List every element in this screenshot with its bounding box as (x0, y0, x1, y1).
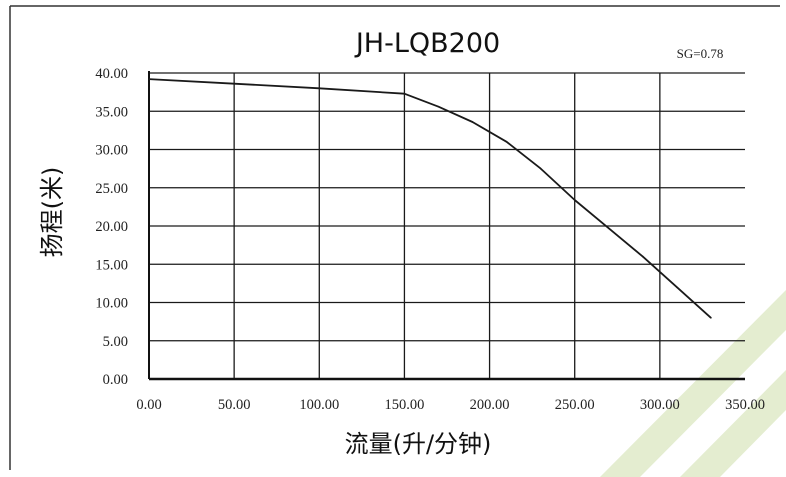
watermark-stripe (600, 290, 786, 477)
y-tick-labels: 0.00 5.00 10.00 15.00 20.00 25.00 30.00 35.00 40… (95, 66, 128, 388)
data-point (505, 141, 508, 143)
x-tick-label: 150.00 (384, 397, 424, 413)
x-tick-label: 300.00 (640, 397, 680, 413)
y-axis-label: 扬程(米) (38, 167, 66, 258)
y-tick-label: 35.00 (95, 104, 128, 120)
y-tick-label: 30.00 (95, 143, 128, 159)
grid-lines (148, 71, 745, 381)
data-point (403, 92, 406, 95)
x-tick-label: 200.00 (470, 397, 510, 413)
data-point (437, 105, 440, 108)
data-point (710, 317, 712, 319)
x-tick-label: 100.00 (299, 397, 339, 413)
background-watermark-stripes (600, 290, 786, 477)
series-group (148, 78, 712, 319)
x-tick-labels: 0.00 50.00 100.00 150.00 200.00 250.00 300.00 3… (136, 397, 765, 413)
x-tick-label: 50.00 (218, 397, 251, 413)
y-tick-label: 15.00 (95, 257, 128, 273)
watermark-stripe (680, 370, 786, 477)
y-tick-label: 10.00 (95, 296, 128, 312)
x-tick-label: 250.00 (555, 397, 595, 413)
data-point (539, 167, 542, 170)
x-tick-label: 350.00 (725, 397, 765, 413)
y-tick-label: 25.00 (95, 181, 128, 197)
y-tick-label: 40.00 (95, 66, 128, 82)
specific-gravity-annotation: SG=0.78 (677, 46, 724, 61)
data-point (573, 199, 576, 201)
head-flow-curve (148, 78, 712, 319)
data-point (148, 78, 150, 80)
y-tick-label: 0.00 (103, 372, 128, 388)
x-tick-label: 0.00 (136, 397, 161, 413)
y-tick-label: 5.00 (103, 334, 128, 350)
chart-title: JH-LQB200 (354, 28, 500, 59)
y-tick-label: 20.00 (95, 219, 128, 235)
data-point (471, 121, 474, 123)
data-point (676, 286, 678, 289)
x-axis-label: 流量(升/分钟) (345, 430, 492, 458)
data-point (318, 87, 321, 90)
data-point (233, 82, 235, 85)
data-point (607, 227, 610, 230)
data-point (642, 255, 644, 258)
